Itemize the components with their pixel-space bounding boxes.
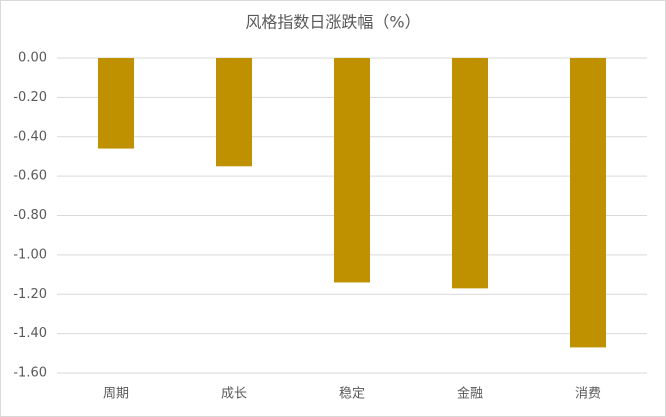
y-tick-label: -1.00 <box>13 247 47 262</box>
x-tick-label: 周期 <box>103 387 129 402</box>
y-tick-label: -0.40 <box>13 129 47 144</box>
chart-title: 风格指数日涨跌幅（%） <box>245 13 420 32</box>
x-tick-label: 消费 <box>575 387 601 402</box>
y-tick-label: -1.20 <box>13 287 47 302</box>
bar <box>452 58 488 289</box>
x-tick-label: 金融 <box>457 386 483 402</box>
y-tick-label: -0.80 <box>13 208 47 223</box>
y-tick-label: 0.00 <box>18 51 47 66</box>
y-tick-label: -0.20 <box>13 90 47 105</box>
bar <box>98 58 134 149</box>
x-tick-label: 成长 <box>221 387 247 402</box>
y-tick-label: -0.60 <box>13 169 47 184</box>
y-tick-label: -1.60 <box>13 366 47 381</box>
y-tick-label: -1.40 <box>13 326 47 341</box>
x-tick-label: 稳定 <box>339 386 365 402</box>
bar <box>334 58 370 283</box>
bar <box>570 58 606 348</box>
bar <box>216 58 252 167</box>
